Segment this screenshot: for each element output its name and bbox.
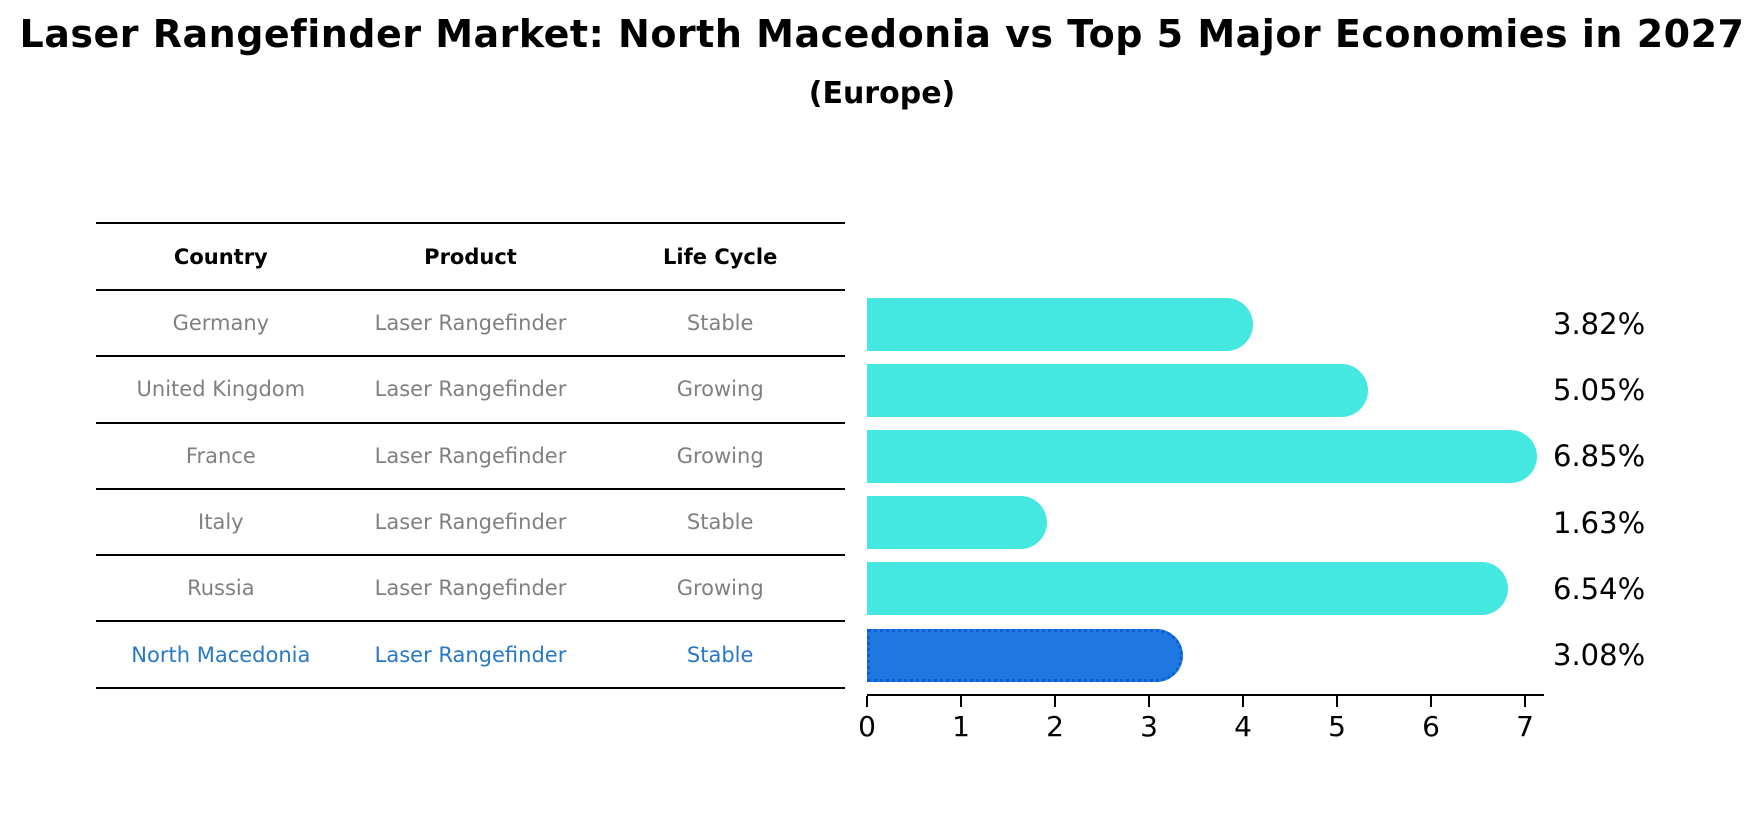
cell-lifecycle: Stable xyxy=(686,311,754,336)
x-tick-mark xyxy=(1335,696,1339,707)
bar-united-kingdom xyxy=(867,363,1369,417)
cell-lifecycle: Growing xyxy=(676,576,764,601)
cell-country: Italy xyxy=(198,510,244,535)
cell-country: North Macedonia xyxy=(131,642,311,667)
table-row-united-kingdom: United Kingdom Laser Rangefinder Growing xyxy=(96,355,845,421)
cell-country: Germany xyxy=(172,311,270,336)
table-header-row: Country Product Life Cycle xyxy=(96,222,845,289)
x-tick-label: 5 xyxy=(1328,710,1346,743)
x-axis-line xyxy=(867,694,1544,696)
table-row-north-macedonia: North Macedonia Laser Rangefinder Stable xyxy=(96,620,845,686)
cell-product: Laser Rangefinder xyxy=(374,576,567,601)
table-row-russia: Russia Laser Rangefinder Growing xyxy=(96,554,845,620)
value-label-united-kingdom: 5.05% xyxy=(1553,373,1646,408)
x-tick-mark xyxy=(1147,696,1151,707)
value-label-france: 6.85% xyxy=(1553,439,1646,474)
country-table: Country Product Life Cycle Germany Laser… xyxy=(96,222,845,689)
cell-lifecycle: Growing xyxy=(676,443,764,468)
bar-russia xyxy=(867,562,1509,616)
bar-north-macedonia xyxy=(867,628,1184,682)
cell-country: France xyxy=(185,443,256,468)
x-tick-mark xyxy=(865,696,869,707)
cell-product: Laser Rangefinder xyxy=(374,510,567,535)
bar-italy xyxy=(867,496,1047,550)
cell-country: Russia xyxy=(187,576,255,601)
table-row-italy: Italy Laser Rangefinder Stable xyxy=(96,487,845,554)
cell-product: Laser Rangefinder xyxy=(374,377,567,402)
cell-lifecycle: Growing xyxy=(676,377,764,402)
x-tick-mark xyxy=(1429,696,1433,707)
x-tick-label: 0 xyxy=(858,710,876,743)
cell-lifecycle: Stable xyxy=(686,510,754,535)
cell-product: Laser Rangefinder xyxy=(374,443,567,468)
cell-product: Laser Rangefinder xyxy=(374,311,567,336)
cell-lifecycle: Stable xyxy=(686,642,754,667)
value-label-germany: 3.82% xyxy=(1553,307,1646,341)
x-tick-mark xyxy=(1053,696,1057,707)
value-label-russia: 6.54% xyxy=(1553,571,1646,606)
cell-country: United Kingdom xyxy=(136,377,306,402)
column-header-country: Country xyxy=(173,244,268,269)
x-tick-label: 1 xyxy=(952,710,970,743)
cell-product: Laser Rangefinder xyxy=(374,642,567,667)
bar-germany xyxy=(867,297,1253,351)
table-row-germany: Germany Laser Rangefinder Stable xyxy=(96,289,845,355)
column-header-product: Product xyxy=(424,244,517,269)
bar-france xyxy=(867,429,1538,483)
x-tick-label: 3 xyxy=(1140,710,1158,743)
chart-title: Laser Rangefinder Market: North Macedoni… xyxy=(19,12,1745,56)
value-label-north-macedonia: 3.08% xyxy=(1553,638,1646,672)
x-tick-mark xyxy=(959,696,963,707)
x-tick-label: 7 xyxy=(1516,710,1534,743)
x-tick-label: 6 xyxy=(1422,710,1440,743)
x-tick-mark xyxy=(1241,696,1245,707)
x-tick-label: 2 xyxy=(1046,710,1064,743)
value-label-italy: 1.63% xyxy=(1553,505,1646,540)
chart-subtitle: (Europe) xyxy=(808,76,956,111)
table-row-france: France Laser Rangefinder Growing xyxy=(96,421,845,488)
column-header-lifecycle: Life Cycle xyxy=(663,244,778,269)
x-tick-mark xyxy=(1523,696,1527,707)
x-tick-label: 4 xyxy=(1234,710,1252,743)
